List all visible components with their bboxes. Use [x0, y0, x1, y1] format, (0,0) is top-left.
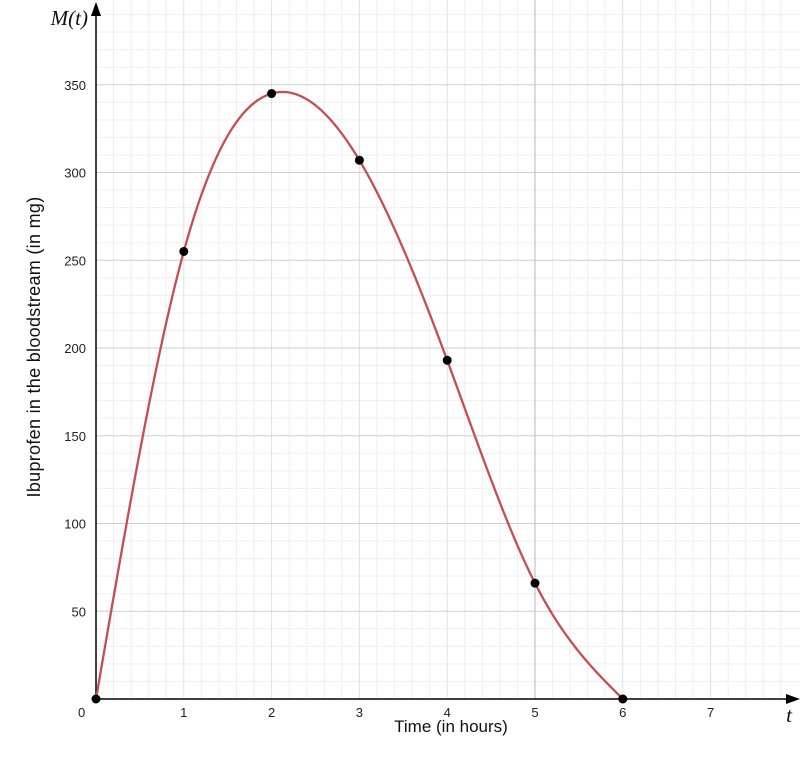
data-point [179, 246, 189, 256]
y-axis-name: M(t) [50, 6, 88, 30]
y-tick-label: 200 [64, 341, 86, 356]
y-tick-label: 50 [72, 604, 86, 619]
data-point [354, 155, 364, 165]
x-axis-label: Time (in hours) [394, 717, 508, 736]
x-tick-label: 4 [444, 705, 451, 720]
data-point [530, 578, 540, 588]
data-point [442, 355, 452, 365]
x-tick-labels: 1 2 3 4 5 6 7 [180, 705, 714, 720]
y-tick-label: 300 [64, 166, 86, 181]
x-tick-label: 1 [180, 705, 187, 720]
x-tick-label: 6 [619, 705, 626, 720]
x-tick-label: 2 [268, 705, 275, 720]
origin-label: 0 [78, 705, 85, 720]
y-axis-arrow [91, 2, 101, 16]
data-point [91, 694, 101, 704]
y-tick-label: 100 [64, 517, 86, 532]
data-points [91, 89, 628, 704]
x-axis-name: t [786, 703, 793, 727]
x-axis-arrow [786, 694, 800, 704]
minor-grid [96, 0, 800, 699]
x-tick-label: 5 [531, 705, 538, 720]
data-point [618, 694, 628, 704]
y-tick-labels: 50 100 150 200 250 300 350 [64, 78, 86, 620]
x-tick-label: 3 [356, 705, 363, 720]
y-tick-label: 250 [64, 253, 86, 268]
x-tick-label: 7 [707, 705, 714, 720]
y-axis-label: Ibuprofen in the bloodstream (in mg) [24, 197, 44, 498]
axes [91, 2, 800, 704]
y-tick-label: 150 [64, 429, 86, 444]
y-tick-label: 350 [64, 78, 86, 93]
data-point [267, 89, 277, 99]
